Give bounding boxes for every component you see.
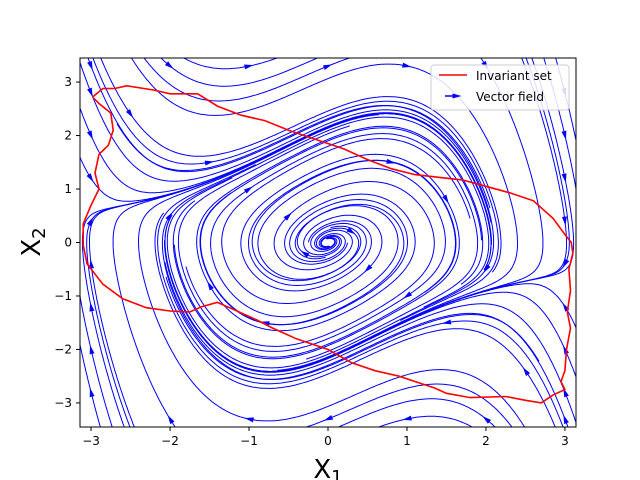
streamline-arrow <box>167 415 175 425</box>
x-tick-label: −3 <box>82 434 100 448</box>
streamline-arrow <box>561 216 567 226</box>
streamline <box>337 398 496 427</box>
y-tick-label: 2 <box>64 129 72 143</box>
streamline-arrow <box>283 212 292 221</box>
streamline <box>143 58 352 102</box>
streamline <box>80 342 101 427</box>
streamline <box>154 212 556 427</box>
x-tick-label: 2 <box>482 434 490 448</box>
streamline <box>87 58 491 209</box>
streamline-arrow <box>442 319 452 325</box>
streamline-arrow <box>563 414 569 425</box>
streamline <box>100 58 502 273</box>
streamline-arrow <box>322 64 333 71</box>
streamline <box>200 127 483 326</box>
legend-arrow-head <box>452 93 462 99</box>
streamline-arrow <box>442 194 449 204</box>
y-tick-label: −2 <box>54 342 72 356</box>
y-tick-label: 0 <box>64 236 72 250</box>
streamline-arrow <box>125 109 134 118</box>
streamline-arrow <box>483 264 491 273</box>
streamline-arrow <box>403 291 413 299</box>
x-tick-label: 3 <box>561 434 569 448</box>
x-tick-label: 1 <box>403 434 411 448</box>
legend-box <box>430 64 570 111</box>
legend-vector-field-label: Vector field <box>476 90 544 104</box>
x-tick-label: −2 <box>161 434 179 448</box>
streamline <box>157 164 564 427</box>
streamline-arrow <box>165 212 173 221</box>
streamline <box>173 159 456 358</box>
streamline-arrow <box>89 259 95 269</box>
streamline-arrow <box>364 264 373 273</box>
streamline <box>304 383 513 427</box>
streamline <box>112 113 385 427</box>
streamline-arrow <box>89 345 95 355</box>
streamline-arrow <box>86 130 93 140</box>
streamline <box>185 181 435 347</box>
streamline-arrow <box>87 87 93 97</box>
streamline-arrow <box>87 60 93 71</box>
streamline-arrow <box>244 64 254 70</box>
y-tick-label: −1 <box>54 289 72 303</box>
streamline-arrow <box>89 302 95 312</box>
x-axis-label: X1 <box>313 455 342 480</box>
streamline-arrow <box>164 61 174 69</box>
streamline <box>165 276 569 427</box>
streamline-arrow <box>346 227 356 235</box>
legend: Invariant set Vector field <box>430 64 570 111</box>
streamline <box>138 114 526 427</box>
streamline <box>164 262 576 425</box>
streamline-arrow <box>402 62 412 68</box>
streamline <box>81 112 476 427</box>
streamline-arrow <box>243 186 253 194</box>
streamline-arrow <box>207 281 214 291</box>
streamline-arrow <box>386 158 396 164</box>
streamline <box>92 58 499 321</box>
streamline-arrow <box>561 173 567 183</box>
streamline-arrow <box>522 367 531 376</box>
streamline <box>183 58 279 70</box>
streamline <box>377 415 473 427</box>
y-tick-label: 3 <box>64 75 72 89</box>
streamline-arrow <box>89 387 95 398</box>
plot-area <box>80 58 576 427</box>
legend-invariant-set-label: Invariant set <box>476 69 552 83</box>
y-axis-ticks: −3 −2 −1 0 1 2 3 <box>54 75 80 410</box>
streamline <box>160 58 319 87</box>
streamline <box>130 58 518 371</box>
streamline <box>80 60 492 223</box>
streamline-arrow <box>244 417 254 423</box>
y-tick-label: 1 <box>64 182 72 196</box>
streamline-arrow <box>323 414 334 421</box>
streamline-arrow <box>86 173 94 183</box>
streamline <box>180 58 575 373</box>
x-axis-ticks: −3 −2 −1 0 1 2 3 <box>82 427 569 448</box>
legend-vector-field-swatch <box>445 93 462 99</box>
streamline-arrow <box>300 250 310 258</box>
streamline <box>271 58 544 372</box>
x-tick-label: −1 <box>240 434 258 448</box>
invariant-set-line <box>82 84 574 404</box>
streamline-arrow <box>482 416 492 424</box>
x-tick-label: 0 <box>324 434 332 448</box>
invariant-set-curve <box>82 84 574 404</box>
streamline-arrow <box>561 130 567 140</box>
y-tick-label: −3 <box>54 396 72 410</box>
streamline-arrow <box>204 160 214 166</box>
y-axis-label: X2 <box>17 227 50 256</box>
streamline <box>221 138 471 304</box>
streamline-arrow <box>402 415 412 421</box>
